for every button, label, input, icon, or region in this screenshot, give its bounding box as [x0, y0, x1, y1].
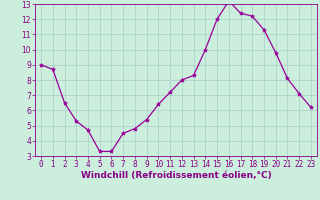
X-axis label: Windchill (Refroidissement éolien,°C): Windchill (Refroidissement éolien,°C) [81, 171, 271, 180]
